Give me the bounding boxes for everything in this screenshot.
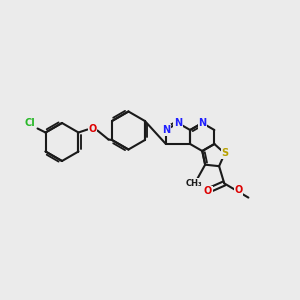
Text: Cl: Cl	[24, 118, 35, 128]
Text: CH₃: CH₃	[186, 179, 203, 188]
Text: O: O	[234, 185, 242, 196]
Text: O: O	[88, 124, 97, 134]
Text: S: S	[221, 148, 228, 158]
Text: O: O	[204, 186, 212, 196]
Text: N: N	[174, 118, 182, 128]
Text: N: N	[162, 125, 170, 135]
Text: N: N	[198, 118, 206, 128]
